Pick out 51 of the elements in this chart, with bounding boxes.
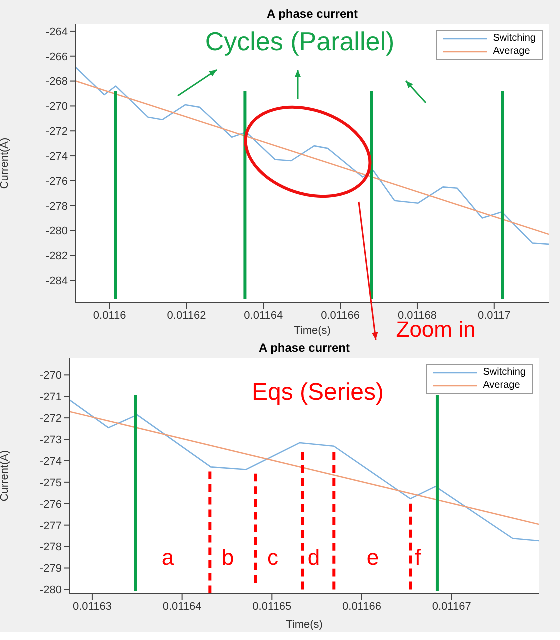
annotation: a <box>162 545 174 571</box>
y-tick-label: -274 <box>40 456 62 468</box>
y-tick-label: -284 <box>46 275 68 288</box>
annotation: f <box>414 545 422 571</box>
x-axis-title: Time(s) <box>286 619 323 631</box>
x-tick-label: 0.0116 <box>93 310 126 322</box>
y-tick-label: -273 <box>40 434 62 446</box>
x-tick-label: 0.01168 <box>398 310 437 322</box>
x-tick-label: 0.0117 <box>478 310 511 322</box>
legend-label: Switching <box>493 32 536 45</box>
x-tick-label: 0.01165 <box>252 600 292 613</box>
x-tick-label: 0.01163 <box>72 600 112 613</box>
y-tick-label: -278 <box>46 200 68 213</box>
annotation: e <box>366 545 380 571</box>
y-tick-label: -276 <box>40 498 62 511</box>
chart-title: A phase current <box>258 341 351 355</box>
y-tick-label: -280 <box>40 584 62 597</box>
y-tick-label: -280 <box>46 226 68 238</box>
y-tick-label: -278 <box>40 542 62 554</box>
y-tick-label: -272 <box>46 126 68 138</box>
y-tick-label: -275 <box>40 477 62 490</box>
legend-label: Average <box>483 379 520 392</box>
x-axis-title: Time(s) <box>294 325 331 337</box>
y-tick-label: -279 <box>40 563 62 576</box>
y-tick-label: -264 <box>46 26 68 38</box>
y-tick-label: -266 <box>46 51 68 64</box>
y-tick-label: -271 <box>40 392 62 404</box>
annotation: c <box>268 545 278 571</box>
legend-label: Switching <box>483 366 526 379</box>
x-tick-label: 0.01162 <box>167 310 206 322</box>
y-tick-label: -270 <box>40 370 62 382</box>
y-tick-label: -270 <box>46 101 68 114</box>
y-tick-label: -277 <box>40 520 62 532</box>
annotation: d <box>308 545 320 571</box>
chart-title: A phase current <box>266 7 359 21</box>
annotation: Cycles (Parallel) <box>205 26 395 58</box>
y-axis-title: Current(A) <box>0 138 11 190</box>
y-tick-label: -282 <box>46 250 68 263</box>
x-tick-label: 0.01164 <box>162 600 202 613</box>
annotation: Eqs (Series) <box>252 379 384 407</box>
x-tick-label: 0.01167 <box>432 600 472 613</box>
x-tick-label: 0.01166 <box>321 310 360 322</box>
x-tick-label: 0.01164 <box>244 310 284 322</box>
y-axis-title: Current(A) <box>0 450 11 502</box>
legend-label: Average <box>493 45 530 58</box>
x-tick-label: 0.01166 <box>342 600 382 613</box>
y-tick-label: -274 <box>46 150 68 163</box>
y-tick-label: -268 <box>46 76 68 88</box>
y-tick-label: -272 <box>40 412 62 425</box>
y-tick-label: -276 <box>46 176 68 188</box>
annotation: b <box>222 545 234 571</box>
